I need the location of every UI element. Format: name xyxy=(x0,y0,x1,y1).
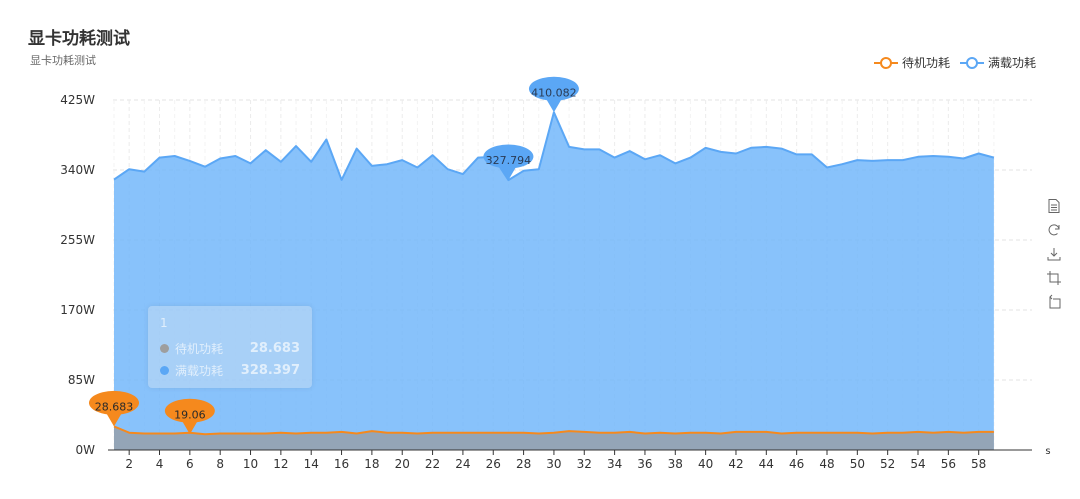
toolbox xyxy=(1046,198,1062,310)
x-tick-label: 20 xyxy=(395,457,410,471)
x-tick-label: 16 xyxy=(334,457,349,471)
legend: 待机功耗 满载功耗 xyxy=(873,54,1036,71)
x-tick-label: 2 xyxy=(125,457,133,471)
x-tick-label: 34 xyxy=(607,457,622,471)
mark-point: 28.683 xyxy=(88,390,139,427)
chart-subtitle: 显卡功耗测试 xyxy=(30,54,96,67)
legend-line-circle-icon xyxy=(873,56,898,69)
x-tick-label: 58 xyxy=(971,457,986,471)
tooltip-series-value: 28.683 xyxy=(249,341,300,356)
line-idle xyxy=(113,425,994,436)
legend-item-idle[interactable]: 待机功耗 xyxy=(873,54,950,71)
x-tick-label: 6 xyxy=(186,457,194,471)
y-tick-label: 170W xyxy=(60,303,95,317)
legend-label-full-load: 满载功耗 xyxy=(987,56,1036,70)
series-dot-icon xyxy=(160,366,169,375)
tooltip-row-full-load: 满载功耗 328.397 xyxy=(160,362,300,379)
restore-icon[interactable] xyxy=(1046,222,1062,238)
series-layer xyxy=(113,111,995,451)
x-tick-label: 30 xyxy=(546,457,561,471)
data-view-icon[interactable] xyxy=(1046,198,1062,214)
tooltip-x-label: 1 xyxy=(160,316,168,330)
x-tick-label: 40 xyxy=(698,457,713,471)
x-tick-label: 46 xyxy=(789,457,804,471)
x-tick-label: 22 xyxy=(425,457,440,471)
mark-point: 327.794 xyxy=(483,144,534,181)
x-axis-unit-label: s xyxy=(1045,446,1050,457)
x-tick-label: 38 xyxy=(668,457,683,471)
mark-point: 410.082 xyxy=(528,76,579,113)
line-full-load xyxy=(113,111,995,182)
x-tick-label: 36 xyxy=(637,457,652,471)
tooltip-series-name: 满载功耗 xyxy=(175,364,224,378)
y-tick-label: 340W xyxy=(60,163,95,177)
x-tick-label: 52 xyxy=(880,457,895,471)
chart-title: 显卡功耗测试 xyxy=(28,29,130,49)
tooltip-row-idle: 待机功耗 28.683 xyxy=(160,340,300,357)
x-tick-label: 4 xyxy=(156,457,164,471)
area-idle xyxy=(114,426,994,450)
mark-points: 28.683 19.06 410.082 327.794 xyxy=(88,76,579,435)
x-tick-label: 32 xyxy=(577,457,592,471)
save-image-icon[interactable] xyxy=(1046,246,1062,262)
x-axis: 2 4 6 8 10 12 14 16 18 20 22 24 26 28 30 32 34 36 38 40 42 44… xyxy=(108,446,1051,471)
x-tick-label: 26 xyxy=(486,457,501,471)
mark-point-pin xyxy=(88,390,139,427)
x-tick-label: 24 xyxy=(455,457,470,471)
legend-label-idle: 待机功耗 xyxy=(901,56,950,70)
y-tick-label: 255W xyxy=(60,233,95,247)
y-tick-label: 425W xyxy=(60,93,95,107)
mark-point-pin xyxy=(164,398,215,435)
x-tick-label: 42 xyxy=(728,457,743,471)
x-tick-label: 18 xyxy=(364,457,379,471)
zoom-icon[interactable] xyxy=(1046,270,1062,286)
y-axis: 0W 85W 170W 255W 340W 425W xyxy=(60,93,95,457)
mark-point-label: 19.06 xyxy=(174,408,206,421)
tooltip-series-name: 待机功耗 xyxy=(175,342,224,356)
legend-item-full-load[interactable]: 满载功耗 xyxy=(959,54,1036,71)
legend-line-circle-icon xyxy=(959,56,984,69)
mark-point: 19.06 xyxy=(164,398,215,435)
x-tick-label: 54 xyxy=(910,457,925,471)
mark-point-pin xyxy=(528,76,579,113)
mark-point-pin xyxy=(483,144,534,181)
x-tick-label: 14 xyxy=(304,457,319,471)
mark-point-label: 28.683 xyxy=(95,400,134,413)
y-tick-label: 0W xyxy=(76,443,96,457)
x-tick-label: 48 xyxy=(819,457,834,471)
x-tick-label: 8 xyxy=(216,457,224,471)
tooltip: 1 待机功耗 28.683 满载功耗 328.397 xyxy=(148,306,312,388)
x-tick-label: 44 xyxy=(759,457,774,471)
x-tick-label: 28 xyxy=(516,457,531,471)
x-tick-label: 56 xyxy=(941,457,956,471)
x-tick-label: 50 xyxy=(850,457,865,471)
y-tick-label: 85W xyxy=(68,373,95,387)
tooltip-series-value: 328.397 xyxy=(240,363,300,378)
mark-point-label: 327.794 xyxy=(486,154,532,167)
zoom-reset-icon[interactable] xyxy=(1046,294,1062,310)
area-full-load xyxy=(114,112,994,451)
x-tick-label: 12 xyxy=(273,457,288,471)
x-tick-label: 10 xyxy=(243,457,258,471)
series-dot-icon xyxy=(160,344,169,353)
mark-point-label: 410.082 xyxy=(531,86,577,99)
